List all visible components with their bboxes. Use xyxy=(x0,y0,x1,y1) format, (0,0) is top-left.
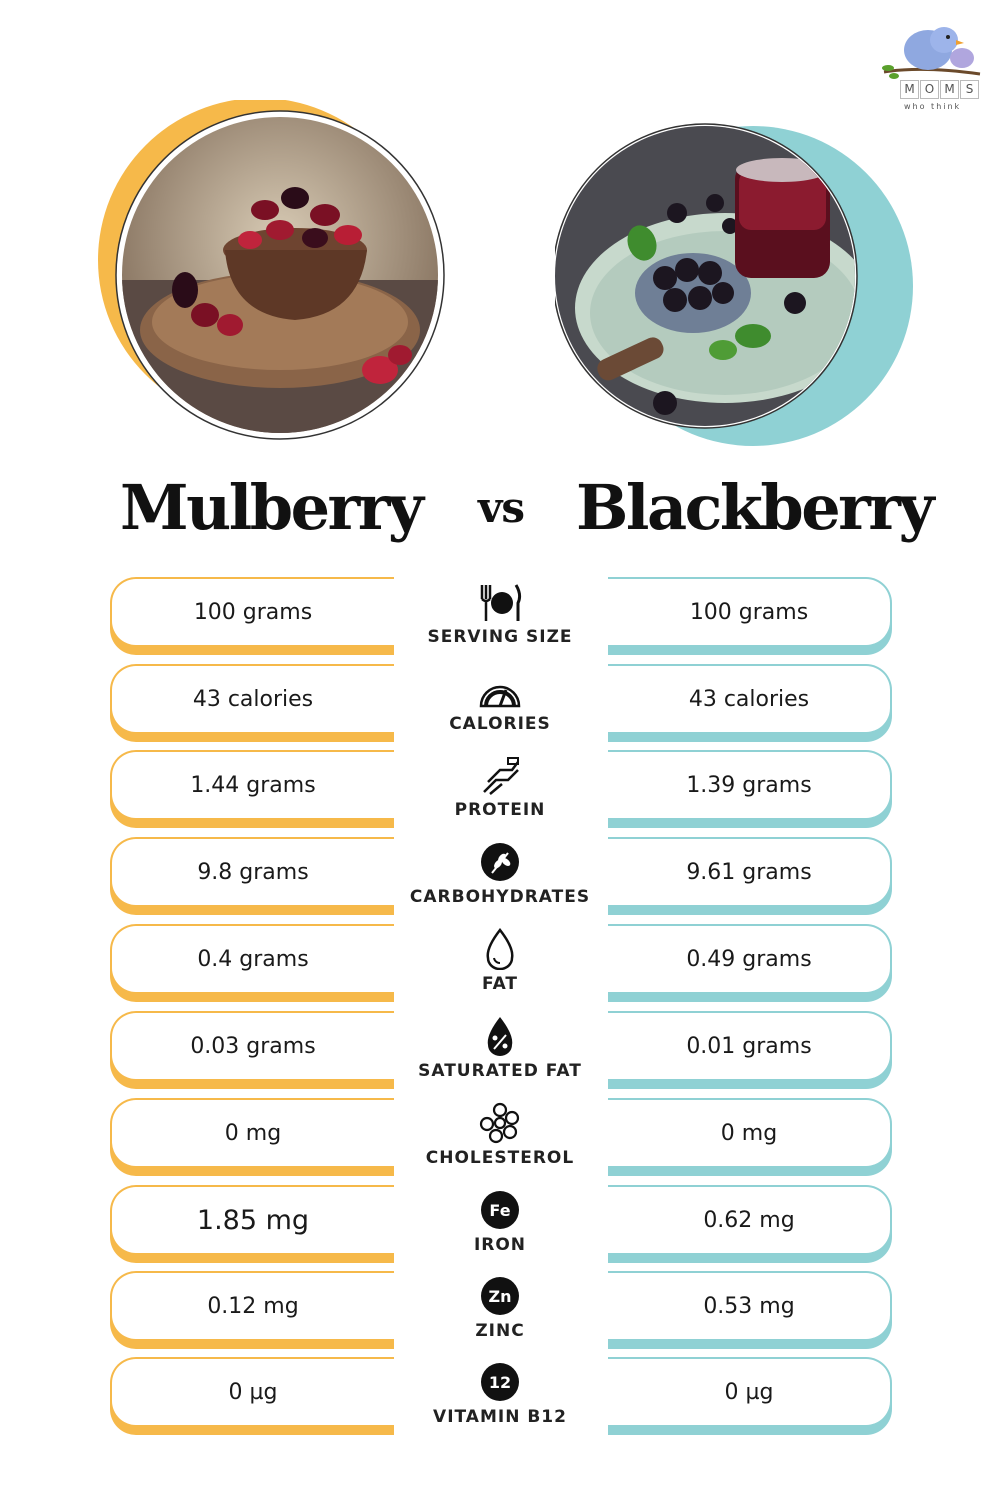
wheat-icon xyxy=(481,843,519,881)
vs-label: vs xyxy=(477,483,525,532)
nutrition-row: 0.03 grams SATURATED FAT 0.01 grams xyxy=(0,1011,1000,1097)
nutrient-label: CARBOHYDRATES xyxy=(409,887,591,907)
drop-icon xyxy=(486,928,514,970)
logo-letter: O xyxy=(920,80,939,99)
brand-logo: M O M S who think xyxy=(882,22,982,118)
right-value: 0.53 mg xyxy=(608,1271,892,1341)
nutrient-label: IRON xyxy=(473,1235,527,1255)
nutrient-label: SATURATED FAT xyxy=(418,1061,582,1081)
b12-icon: 12 xyxy=(478,1361,522,1403)
nutrition-row: 43 calories CALORIES 43 calories xyxy=(0,664,1000,750)
left-value: 0 mg xyxy=(110,1098,394,1168)
logo-letter: M xyxy=(940,80,959,99)
left-value: 0.4 grams xyxy=(110,924,394,994)
nutrient-cell: SATURATED FAT xyxy=(400,1011,600,1097)
left-value: 100 grams xyxy=(110,577,394,647)
right-title: Blackberry xyxy=(576,471,935,544)
right-value: 0.49 grams xyxy=(608,924,892,994)
nutrient-cell: CALORIES xyxy=(400,664,600,750)
right-value: 0.62 mg xyxy=(608,1185,892,1255)
left-value: 43 calories xyxy=(110,664,394,734)
right-value: 0 mg xyxy=(608,1098,892,1168)
nutrient-cell: FAT xyxy=(400,924,600,1010)
left-value: 0.12 mg xyxy=(110,1271,394,1341)
right-value: 0.01 grams xyxy=(608,1011,892,1081)
left-value: 1.85 mg xyxy=(110,1185,394,1255)
left-value: 1.44 grams xyxy=(110,750,394,820)
logo-letter: S xyxy=(960,80,979,99)
right-value: 0 µg xyxy=(608,1357,892,1427)
nutrient-label: PROTEIN xyxy=(454,800,546,820)
b12-badge: 12 xyxy=(481,1363,519,1401)
bird-icon xyxy=(882,27,981,79)
nutrient-cell: SERVING SIZE xyxy=(400,577,600,663)
iron-badge: Fe xyxy=(481,1191,519,1229)
nutrition-row: 1.85 mg Fe IRON 0.62 mg xyxy=(0,1185,1000,1271)
nutrient-label: VITAMIN B12 xyxy=(433,1407,567,1427)
logo-letter: M xyxy=(900,80,919,99)
utensils-icon xyxy=(480,584,522,621)
nutrition-row: 100 grams SERVING SIZE 100 grams xyxy=(0,577,1000,663)
gauge-icon xyxy=(479,685,521,708)
nutrient-label: SERVING SIZE xyxy=(427,627,573,647)
nutrient-cell: Zn ZINC xyxy=(400,1271,600,1357)
mulberry-photo xyxy=(90,100,460,450)
zinc-badge: Zn xyxy=(481,1277,519,1315)
nutrient-label: FAT xyxy=(481,974,519,994)
nutrition-row: 0 µg 12 VITAMIN B12 0 µg xyxy=(0,1357,1000,1443)
nutrient-label: ZINC xyxy=(475,1321,525,1341)
nutrition-row: 9.8 grams CARBOHYDRATES 9.61 grams xyxy=(0,837,1000,923)
percent-drop-icon xyxy=(487,1017,513,1056)
nutrition-row: 0.4 grams FAT 0.49 grams xyxy=(0,924,1000,1010)
nutrient-cell: PROTEIN xyxy=(400,750,600,836)
molecule-icon xyxy=(479,1102,520,1144)
nutrient-label: CALORIES xyxy=(449,714,551,734)
protein-chain-icon xyxy=(483,757,519,795)
logo-tagline: who think xyxy=(904,102,962,111)
right-value: 100 grams xyxy=(608,577,892,647)
nutrient-cell: Fe IRON xyxy=(400,1185,600,1271)
right-value: 1.39 grams xyxy=(608,750,892,820)
left-value: 9.8 grams xyxy=(110,837,394,907)
nutrition-row: 0 mg CHOLESTEROL 0 mg xyxy=(0,1098,1000,1184)
nutrition-row: 0.12 mg Zn ZINC 0.53 mg xyxy=(0,1271,1000,1357)
iron-icon: Fe xyxy=(478,1189,522,1231)
nutrition-row: 1.44 grams PROTEIN 1.39 grams xyxy=(0,750,1000,836)
blackberry-photo xyxy=(555,108,925,458)
left-value: 0.03 grams xyxy=(110,1011,394,1081)
nutrient-cell: 12 VITAMIN B12 xyxy=(400,1357,600,1443)
right-value: 43 calories xyxy=(608,664,892,734)
nutrient-cell: CARBOHYDRATES xyxy=(400,837,600,923)
left-value: 0 µg xyxy=(110,1357,394,1427)
nutrient-label: CHOLESTEROL xyxy=(425,1148,575,1168)
nutrient-cell: CHOLESTEROL xyxy=(400,1098,600,1184)
right-value: 9.61 grams xyxy=(608,837,892,907)
zinc-icon: Zn xyxy=(478,1275,522,1317)
left-title: Mulberry xyxy=(120,471,424,544)
